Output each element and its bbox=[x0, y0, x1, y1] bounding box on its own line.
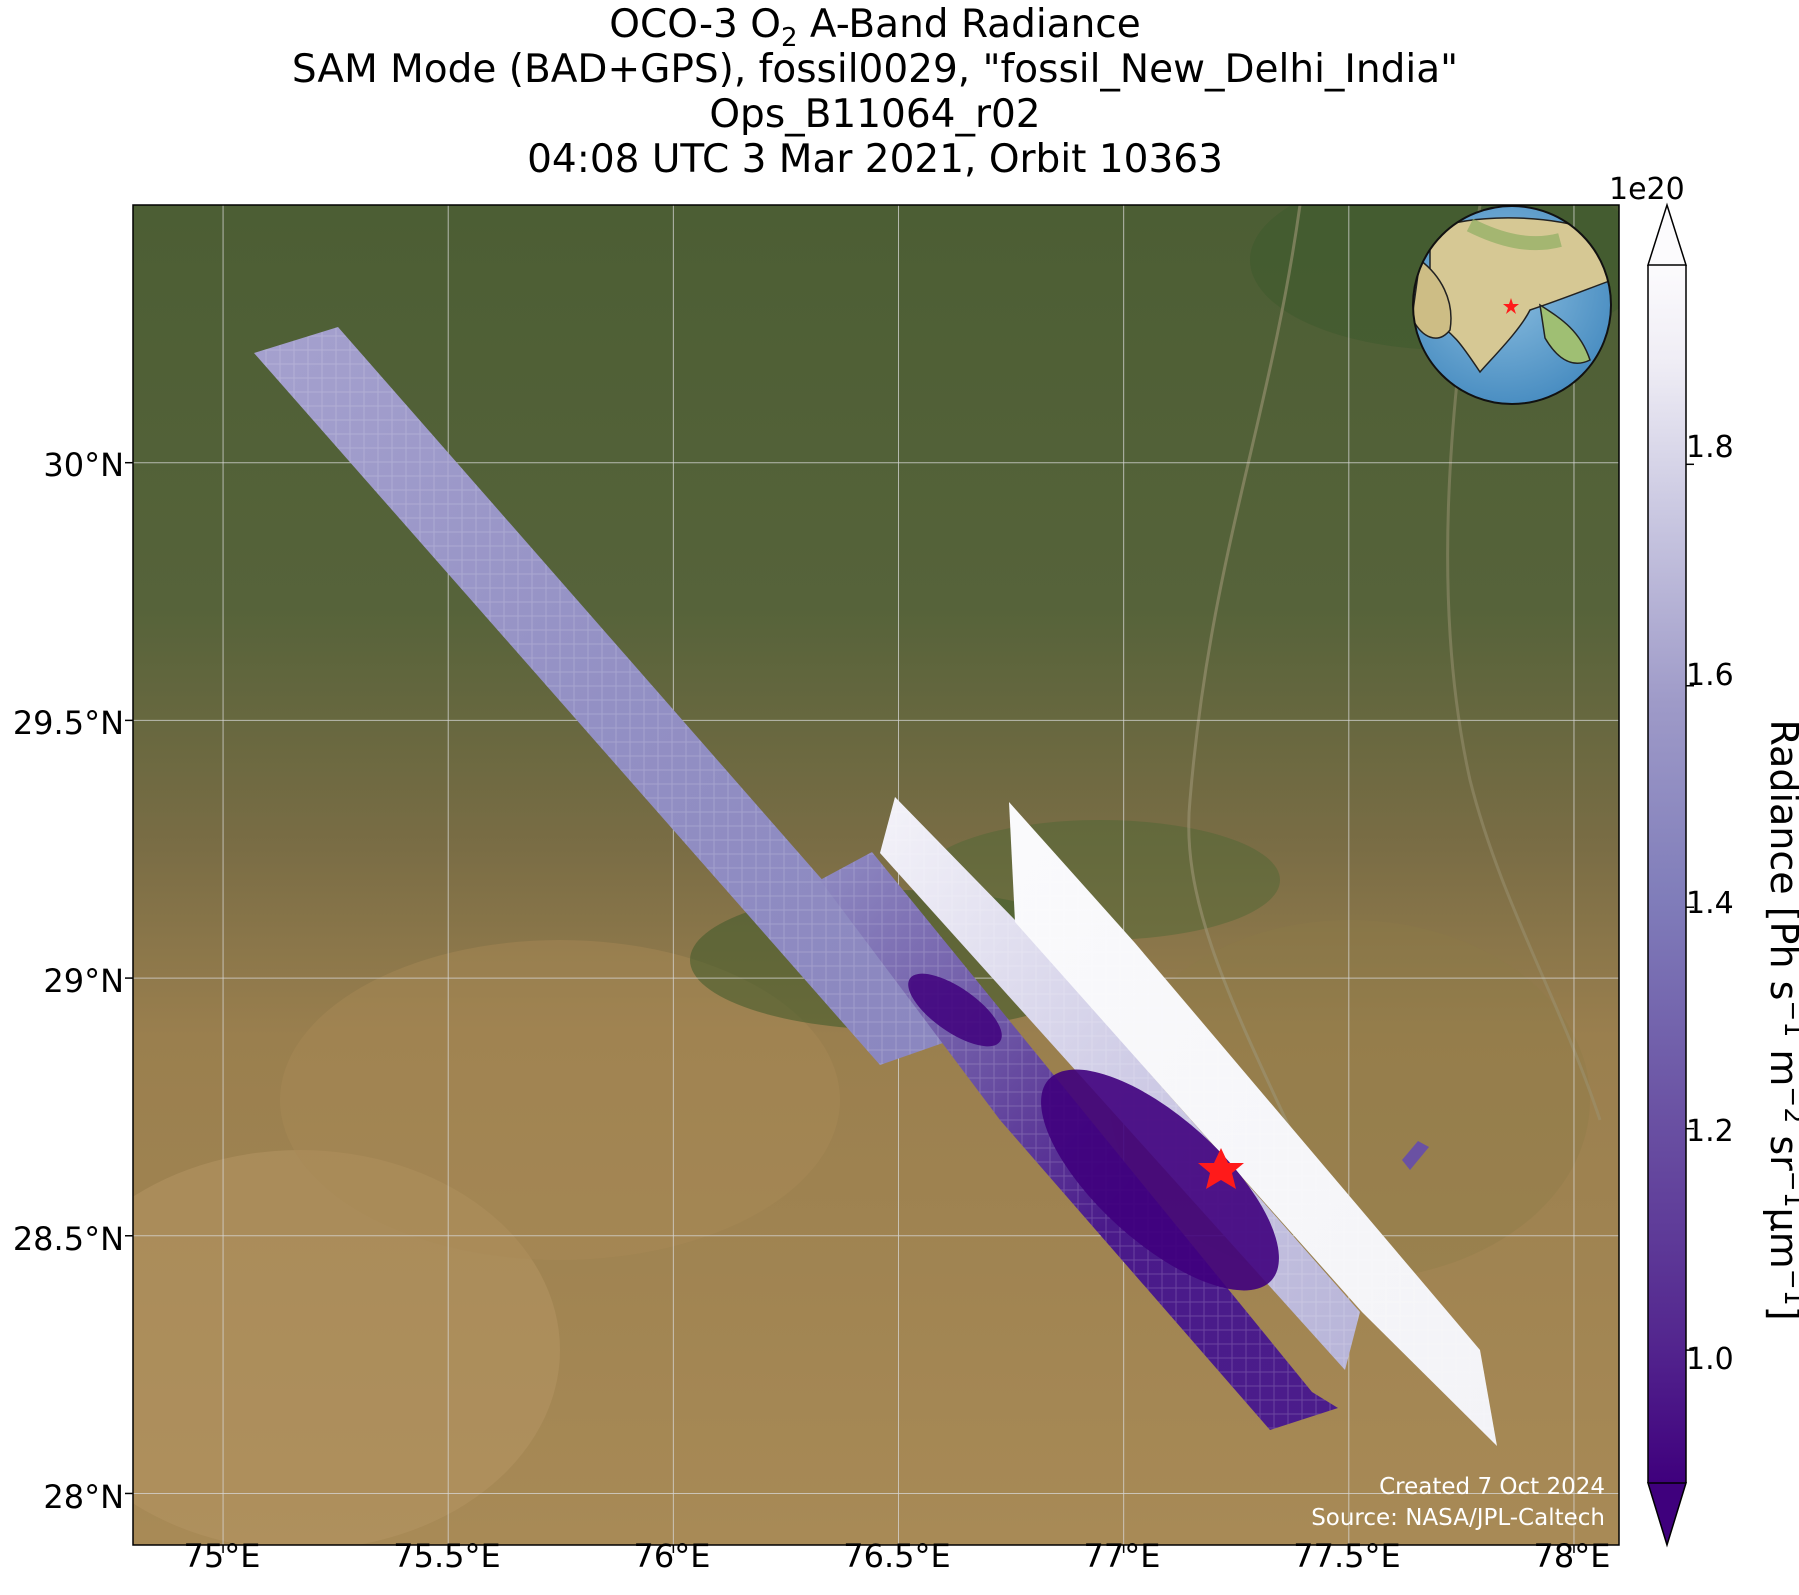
title-line-1: OCO-3 O2 A-Band Radiance bbox=[609, 2, 1141, 53]
source-credit: Source: NASA/JPL-Caltech bbox=[1311, 1505, 1605, 1531]
swath-fragment bbox=[1402, 1141, 1429, 1170]
colorbar-tick-label: 1.6 bbox=[1686, 658, 1734, 693]
title-line-2: SAM Mode (BAD+GPS), fossil0029, "fossil_… bbox=[291, 47, 1459, 92]
created-date: Created 7 Oct 2024 bbox=[1379, 1474, 1605, 1500]
colorbar-label: Radiance [Ph s−1 m−2 sr−1μm−1] bbox=[1762, 719, 1799, 1320]
lat-tick-label: 29°N bbox=[43, 962, 124, 1000]
lon-tick-label: 76.5°E bbox=[843, 1537, 951, 1575]
colorbar-tick-label: 1.2 bbox=[1686, 1114, 1734, 1149]
colorbar-tick-label: 1.4 bbox=[1686, 886, 1734, 921]
colorbar bbox=[1646, 202, 1694, 1548]
lat-tick-label: 30°N bbox=[43, 446, 124, 484]
map-frame bbox=[132, 204, 1620, 1546]
lon-tick-label: 78°E bbox=[1533, 1537, 1611, 1575]
lon-tick-label: 76°E bbox=[633, 1537, 711, 1575]
colorbar-tick-label: 1.0 bbox=[1686, 1342, 1734, 1377]
lat-tick-label: 29.5°N bbox=[12, 704, 124, 742]
colorbar-tick-label: 1.8 bbox=[1686, 430, 1734, 465]
title-line-3: Ops_B11064_r02 bbox=[709, 92, 1041, 137]
figure-title: OCO-3 O2 A-Band Radiance SAM Mode (BAD+G… bbox=[0, 2, 1750, 182]
globe-star-icon bbox=[1503, 298, 1519, 314]
radiance-swaths bbox=[254, 327, 1497, 1446]
globe-inset bbox=[1412, 205, 1612, 405]
lon-tick-label: 75°E bbox=[183, 1537, 261, 1575]
colorbar-exponent: 1e20 bbox=[1609, 172, 1685, 207]
min-radiance-region bbox=[1041, 1069, 1279, 1291]
target-star-icon bbox=[1198, 1148, 1244, 1189]
lat-tick-label: 28°N bbox=[43, 1478, 124, 1516]
lon-tick-label: 77°E bbox=[1083, 1537, 1161, 1575]
axis-ticks bbox=[125, 461, 1575, 1553]
lon-tick-label: 77.5°E bbox=[1293, 1537, 1401, 1575]
lat-tick-label: 28.5°N bbox=[12, 1220, 124, 1258]
lon-tick-label: 75.5°E bbox=[393, 1537, 501, 1575]
title-line-4: 04:08 UTC 3 Mar 2021, Orbit 10363 bbox=[527, 137, 1223, 182]
